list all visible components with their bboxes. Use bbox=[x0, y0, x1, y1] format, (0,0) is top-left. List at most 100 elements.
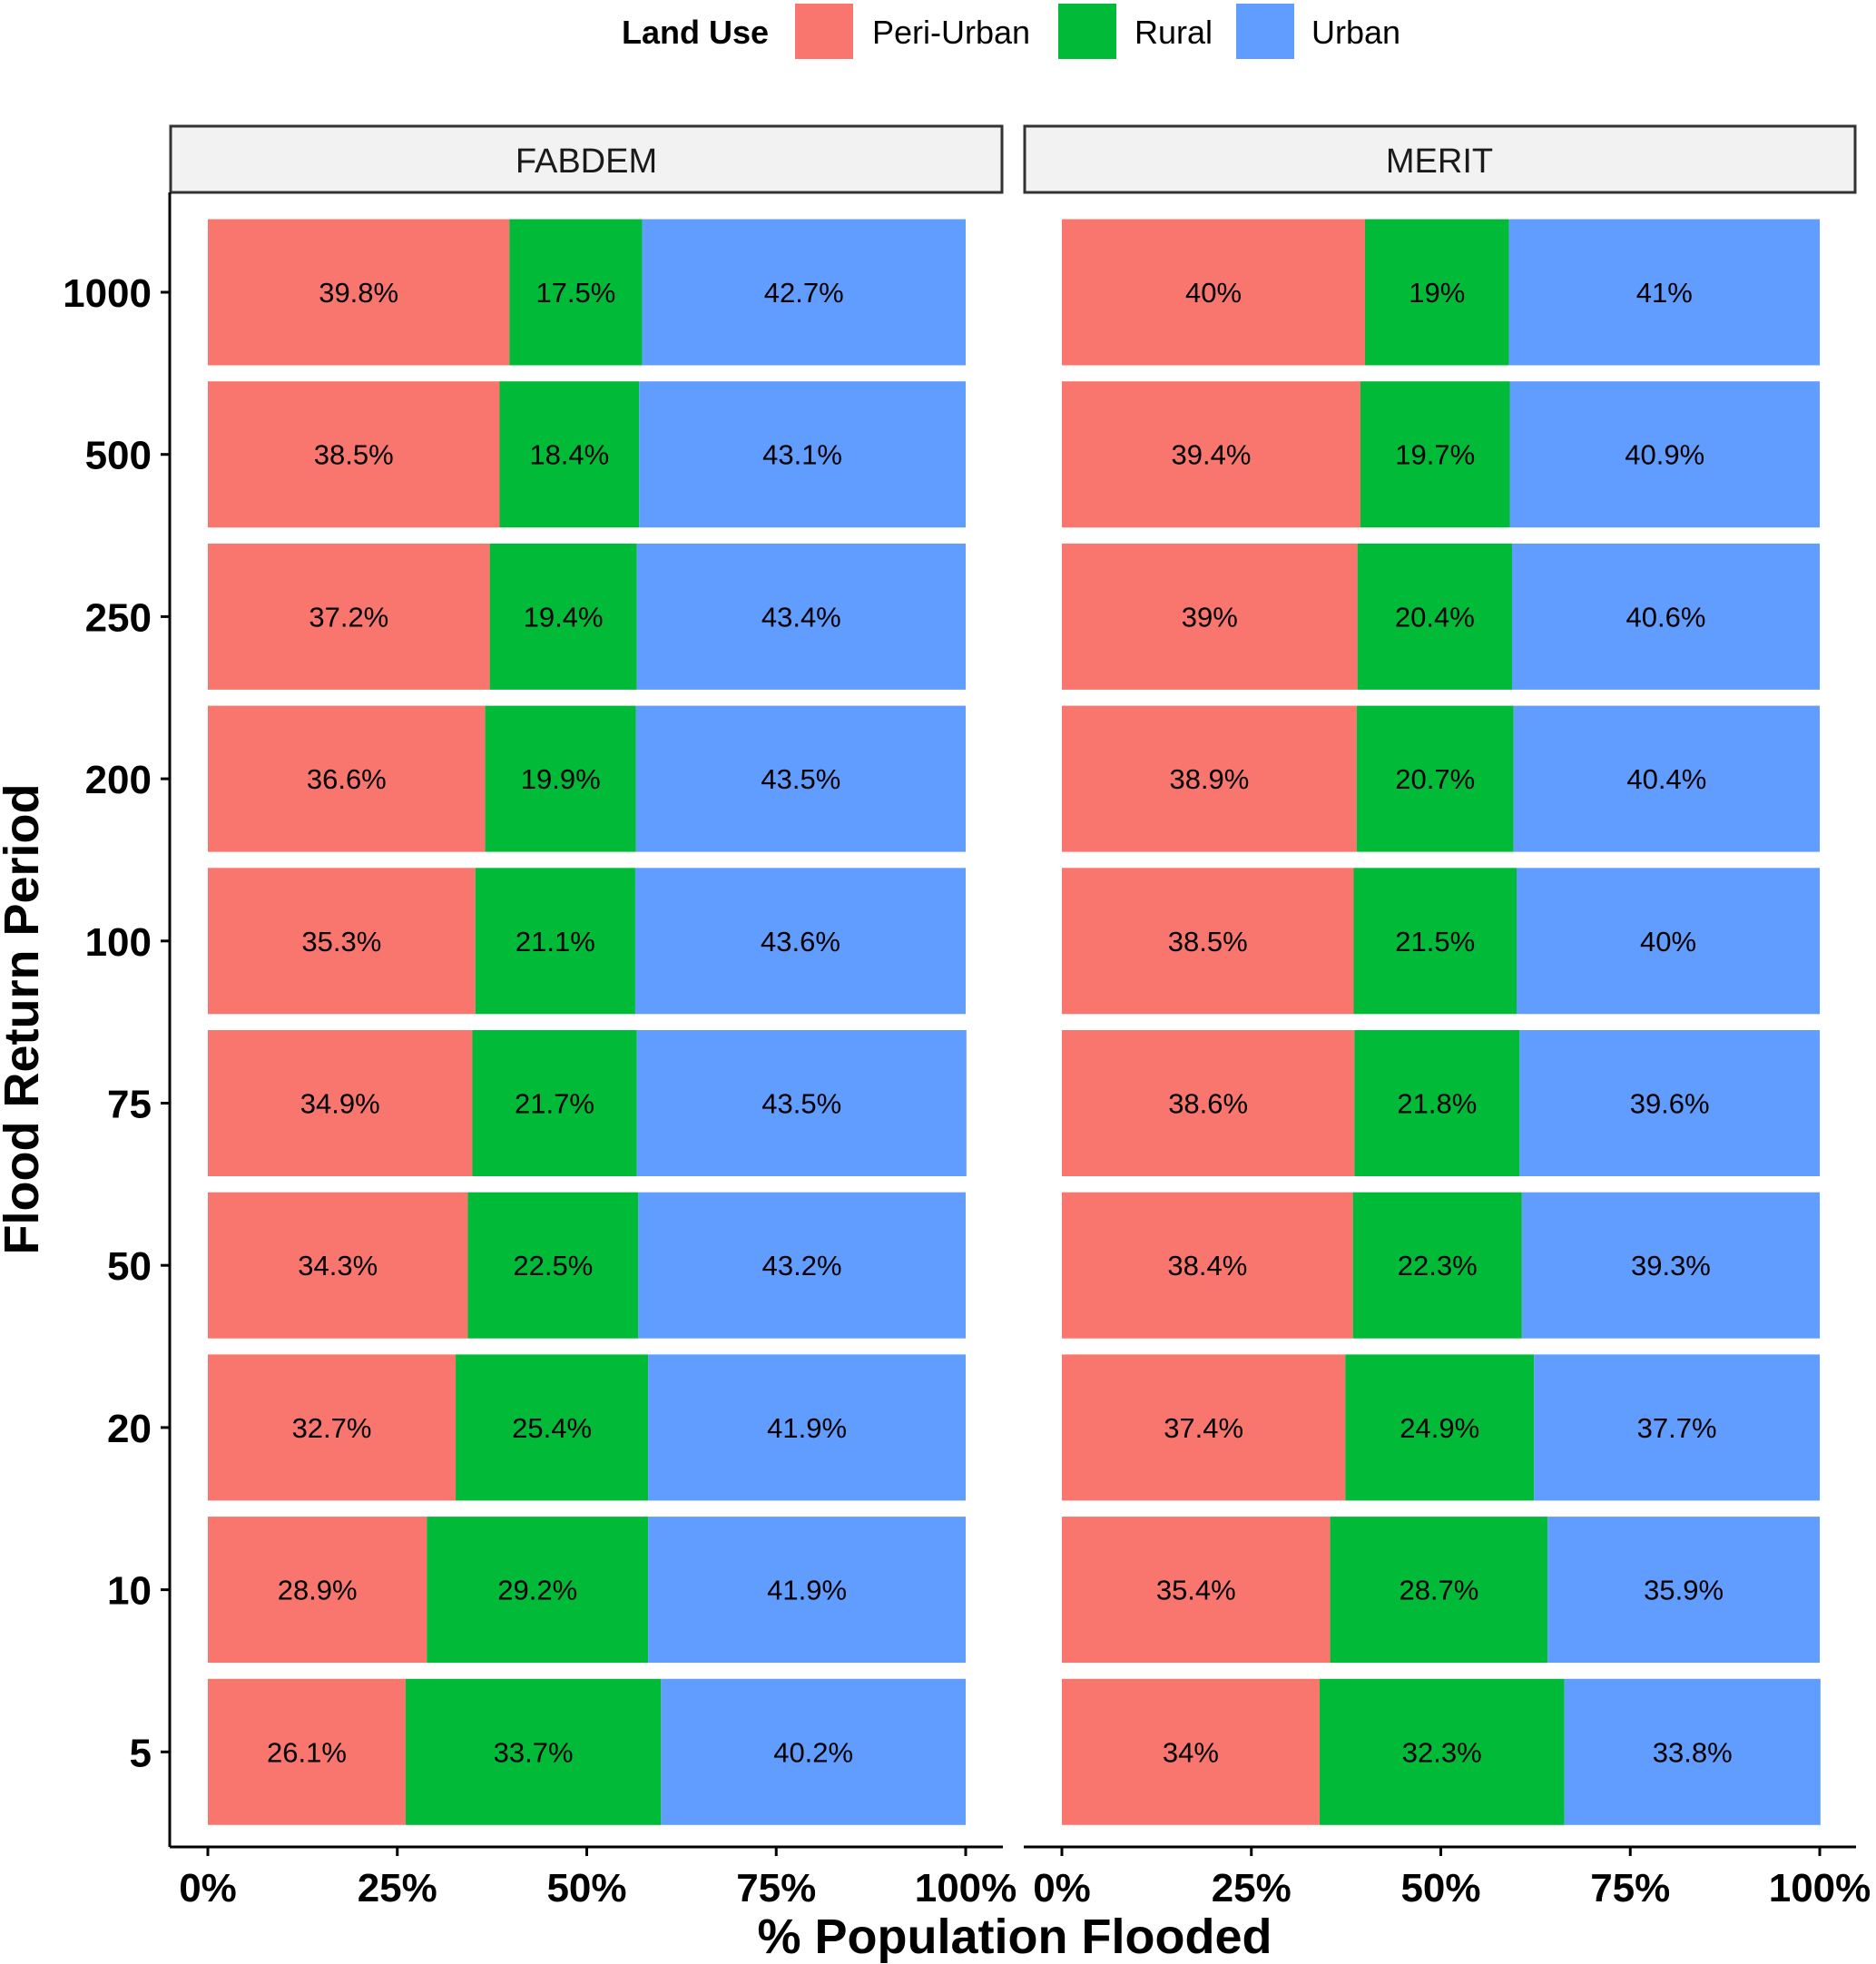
y-tick-label-75: 75 bbox=[107, 1083, 152, 1127]
x-tick-label-fabdem-2: 50% bbox=[546, 1866, 626, 1910]
strip-label-merit: MERIT bbox=[1386, 142, 1493, 181]
data-label-merit-rural-50: 22.3% bbox=[1398, 1250, 1478, 1282]
bar-merit-peri-urban-250 bbox=[1062, 543, 1358, 690]
data-label-merit-rural-20: 24.9% bbox=[1400, 1412, 1479, 1444]
bar-fabdem-peri-urban-100 bbox=[208, 868, 476, 1015]
data-label-fabdem-rural-5: 33.7% bbox=[494, 1736, 574, 1768]
y-tick-label-100: 100 bbox=[85, 920, 152, 965]
bar-merit-rural-200 bbox=[1356, 705, 1514, 852]
legend-swatch-rural bbox=[1058, 4, 1116, 59]
bar-merit-urban-10 bbox=[1547, 1517, 1820, 1664]
data-label-merit-urban-50: 39.3% bbox=[1631, 1250, 1711, 1282]
bar-merit-peri-urban-5 bbox=[1062, 1678, 1320, 1825]
data-label-merit-urban-1000: 41% bbox=[1636, 277, 1693, 309]
data-label-fabdem-rural-250: 19.4% bbox=[524, 601, 604, 633]
data-label-fabdem-rural-10: 29.2% bbox=[497, 1575, 577, 1606]
bar-fabdem-peri-urban-5 bbox=[208, 1678, 406, 1825]
bar-merit-peri-urban-1000 bbox=[1062, 219, 1365, 366]
bar-fabdem-urban-200 bbox=[635, 705, 966, 852]
bar-merit-urban-200 bbox=[1513, 705, 1820, 852]
data-label-merit-peri-urban-100: 38.5% bbox=[1168, 926, 1248, 957]
data-label-merit-urban-200: 40.4% bbox=[1626, 763, 1706, 795]
data-label-merit-urban-10: 35.9% bbox=[1644, 1575, 1724, 1606]
legend-title: Land Use bbox=[622, 14, 769, 51]
data-label-fabdem-peri-urban-500: 38.5% bbox=[314, 439, 394, 471]
data-label-merit-rural-250: 20.4% bbox=[1395, 601, 1475, 633]
data-label-fabdem-rural-20: 25.4% bbox=[512, 1412, 592, 1444]
bar-fabdem-rural-500 bbox=[499, 381, 640, 528]
data-label-fabdem-rural-1000: 17.5% bbox=[535, 277, 615, 309]
data-label-fabdem-urban-100: 43.6% bbox=[761, 926, 840, 957]
data-label-fabdem-peri-urban-1000: 39.8% bbox=[319, 277, 398, 309]
bar-merit-urban-75 bbox=[1519, 1030, 1820, 1176]
x-tick-label-fabdem-4: 100% bbox=[915, 1866, 1017, 1910]
facet-strip-merit: MERIT bbox=[1023, 124, 1857, 194]
bar-merit-rural-50 bbox=[1352, 1192, 1522, 1339]
bar-merit-urban-500 bbox=[1509, 381, 1820, 528]
panel-fabdem: 39.8% 17.5% 42.7% 38.5% 18.4% 43.1% 37.2% 19.4%… bbox=[179, 219, 1017, 1910]
bar-fabdem-urban-1000 bbox=[642, 219, 966, 366]
bar-fabdem-urban-20 bbox=[648, 1354, 966, 1501]
data-label-fabdem-rural-200: 19.9% bbox=[521, 763, 601, 795]
bar-fabdem-peri-urban-20 bbox=[208, 1354, 457, 1501]
data-label-fabdem-peri-urban-100: 35.3% bbox=[301, 926, 381, 957]
y-tick-labels: 1000 500 250 200 100 75 50 20 10 5 bbox=[63, 271, 170, 1775]
data-label-merit-rural-75: 21.8% bbox=[1397, 1088, 1477, 1120]
bar-merit-rural-500 bbox=[1360, 381, 1510, 528]
data-label-fabdem-urban-75: 43.5% bbox=[761, 1088, 841, 1120]
data-label-fabdem-rural-75: 21.7% bbox=[515, 1088, 594, 1120]
x-tick-label-merit-3: 75% bbox=[1590, 1866, 1670, 1910]
bar-fabdem-rural-75 bbox=[472, 1030, 637, 1176]
data-label-merit-urban-20: 37.7% bbox=[1637, 1412, 1717, 1444]
facet-strip-fabdem: FABDEM bbox=[169, 124, 1004, 194]
data-label-merit-urban-100: 40% bbox=[1640, 926, 1696, 957]
bar-fabdem-urban-5 bbox=[661, 1678, 966, 1825]
data-label-merit-peri-urban-5: 34% bbox=[1163, 1736, 1219, 1768]
y-tick-label-500: 500 bbox=[85, 434, 152, 478]
y-tick-label-20: 20 bbox=[107, 1407, 152, 1451]
data-label-fabdem-rural-50: 22.5% bbox=[513, 1250, 593, 1282]
bar-merit-rural-10 bbox=[1330, 1517, 1548, 1664]
bar-merit-peri-urban-75 bbox=[1062, 1030, 1355, 1176]
data-label-merit-peri-urban-200: 38.9% bbox=[1169, 763, 1249, 795]
data-label-merit-urban-500: 40.9% bbox=[1625, 439, 1704, 471]
bar-fabdem-peri-urban-75 bbox=[208, 1030, 473, 1176]
data-label-merit-urban-75: 39.6% bbox=[1630, 1088, 1710, 1120]
data-label-fabdem-urban-500: 43.1% bbox=[762, 439, 842, 471]
bar-fabdem-rural-5 bbox=[405, 1678, 662, 1825]
data-label-merit-peri-urban-75: 38.6% bbox=[1168, 1088, 1248, 1120]
x-tick-label-merit-0: 0% bbox=[1033, 1866, 1091, 1910]
legend-label-peri-urban: Peri-Urban bbox=[872, 14, 1030, 51]
y-axis-title: Flood Return Period bbox=[0, 784, 49, 1255]
y-tick-label-10: 10 bbox=[107, 1569, 152, 1614]
data-label-merit-peri-urban-1000: 40% bbox=[1185, 277, 1242, 309]
bar-fabdem-urban-75 bbox=[636, 1030, 967, 1176]
x-tick-label-merit-2: 50% bbox=[1400, 1866, 1480, 1910]
bar-merit-rural-75 bbox=[1354, 1030, 1520, 1176]
bar-merit-rural-100 bbox=[1353, 868, 1517, 1015]
data-label-fabdem-peri-urban-5: 26.1% bbox=[267, 1736, 347, 1768]
x-tick-label-fabdem-1: 25% bbox=[358, 1866, 437, 1910]
bar-merit-rural-250 bbox=[1357, 543, 1512, 690]
strip-box-fabdem bbox=[169, 124, 1004, 194]
legend: Land Use Peri-Urban Rural Urban bbox=[622, 4, 1400, 59]
y-tick-label-5: 5 bbox=[130, 1731, 152, 1775]
y-tick-label-200: 200 bbox=[85, 758, 152, 802]
data-label-merit-rural-100: 21.5% bbox=[1395, 926, 1475, 957]
legend-label-urban: Urban bbox=[1311, 14, 1400, 51]
bar-merit-rural-1000 bbox=[1365, 219, 1509, 366]
bar-fabdem-urban-100 bbox=[634, 868, 966, 1015]
x-tick-label-fabdem-3: 75% bbox=[736, 1866, 816, 1910]
bar-merit-urban-100 bbox=[1517, 868, 1820, 1015]
data-label-fabdem-urban-50: 43.2% bbox=[762, 1250, 842, 1282]
bar-fabdem-peri-urban-200 bbox=[208, 705, 486, 852]
bar-fabdem-urban-50 bbox=[638, 1192, 966, 1339]
bar-merit-urban-20 bbox=[1534, 1354, 1820, 1501]
data-label-merit-rural-200: 20.7% bbox=[1395, 763, 1475, 795]
bar-fabdem-rural-100 bbox=[475, 868, 635, 1015]
data-label-fabdem-urban-5: 40.2% bbox=[773, 1736, 853, 1768]
data-label-fabdem-urban-250: 43.4% bbox=[761, 601, 841, 633]
bar-merit-rural-20 bbox=[1345, 1354, 1535, 1501]
data-label-merit-rural-10: 28.7% bbox=[1399, 1575, 1478, 1606]
